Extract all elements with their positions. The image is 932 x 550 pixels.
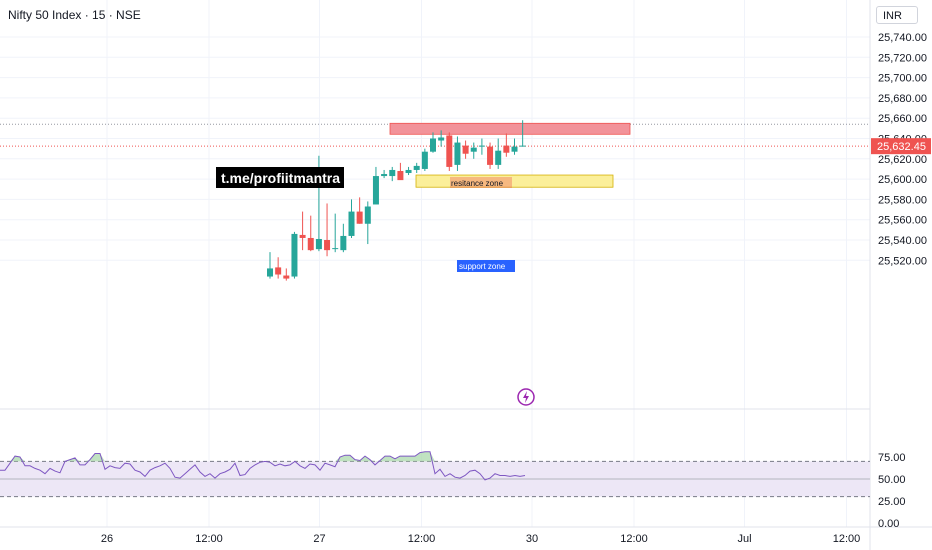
candle-body — [356, 211, 363, 224]
rsi-tick-label: 0.00 — [878, 518, 899, 530]
price-tick-label: 25,600.00 — [878, 174, 927, 186]
candle-body — [430, 138, 436, 152]
support-label-bg — [457, 260, 515, 272]
resistance-label: resitance zone — [451, 179, 504, 188]
time-tick-label: 26 — [101, 533, 113, 545]
candle-body — [389, 169, 396, 177]
chart-title: Nifty 50 Index · 15 · NSE — [8, 8, 141, 22]
support-label: support zone — [459, 262, 506, 271]
candle-body — [372, 176, 379, 205]
candle-body — [381, 174, 388, 177]
time-axis: 26 12:00 27 12:00 30 12:00 Jul 12:00 — [101, 533, 860, 545]
support-zone — [415, 174, 614, 188]
time-tick-label: 12:00 — [620, 533, 648, 545]
candle-body — [291, 233, 298, 277]
candle-body — [348, 211, 355, 236]
candle-body — [519, 145, 526, 147]
zones — [389, 122, 631, 188]
candle-body — [462, 145, 469, 154]
last-price-label: 25,632.45 — [877, 141, 926, 153]
resistance-zone — [389, 122, 631, 135]
telegram-label: t.me/profiitmantra — [221, 170, 340, 186]
candle-body — [454, 142, 461, 165]
rsi-tick-label: 25.00 — [878, 496, 906, 508]
price-tick-label: 25,580.00 — [878, 194, 927, 206]
time-tick-label: Jul — [737, 533, 751, 545]
price-tick-label: 25,700.00 — [878, 73, 927, 85]
candle-body — [421, 151, 428, 169]
price-axis: 25,520.00 25,540.00 25,560.00 25,580.00 25,6… — [871, 32, 931, 267]
candle-body — [413, 165, 420, 170]
resistance-label-bg — [450, 177, 512, 188]
candle-body — [332, 248, 339, 250]
candle-body — [364, 206, 371, 224]
candle-body — [446, 135, 453, 167]
time-tick-label: 12:00 — [833, 533, 861, 545]
annotations: t.me/profiitmantra resitance zone support … — [216, 167, 535, 406]
candle-body — [307, 237, 314, 251]
time-tick-label: 27 — [313, 533, 325, 545]
candle-body — [315, 238, 322, 250]
flash-icon-bolt — [523, 391, 529, 403]
price-tick-label: 25,560.00 — [878, 215, 927, 227]
rsi-axis: 0.00 25.00 50.00 75.00 — [878, 452, 906, 530]
price-tick-label: 25,680.00 — [878, 93, 927, 105]
candle-body — [503, 145, 510, 153]
candle-body — [511, 146, 518, 152]
candle-body — [495, 150, 502, 165]
price-tick-label: 25,720.00 — [878, 52, 927, 64]
last-price-tag — [871, 138, 931, 155]
price-tick-label: 25,660.00 — [878, 113, 927, 125]
time-tick-label: 12:00 — [408, 533, 436, 545]
candle-body — [405, 169, 412, 174]
time-tick-label: 12:00 — [195, 533, 223, 545]
candle-body — [324, 240, 331, 251]
currency-selector[interactable]: INR — [876, 6, 918, 24]
rsi-line — [0, 451, 526, 481]
candle-body — [283, 275, 290, 279]
candle-body — [267, 268, 273, 277]
rsi-pane — [0, 451, 870, 498]
rsi-tick-label: 50.00 — [878, 474, 906, 486]
candle-body — [478, 145, 485, 147]
price-tick-label: 25,620.00 — [878, 154, 927, 166]
candle-body — [275, 267, 282, 275]
price-tick-label: 25,540.00 — [878, 235, 927, 247]
candle-body — [299, 234, 306, 238]
candle-body — [438, 137, 445, 141]
price-tick-label: 25,740.00 — [878, 32, 927, 44]
telegram-label-bg — [216, 167, 344, 188]
price-tick-label: 25,520.00 — [878, 255, 927, 267]
candle-body — [487, 146, 494, 165]
time-tick-label: 30 — [526, 533, 538, 545]
rsi-overbought-fill — [0, 451, 525, 462]
candle-body — [340, 235, 347, 251]
rsi-tick-label: 75.00 — [878, 452, 906, 464]
candle-body — [470, 147, 477, 152]
candle-body — [397, 170, 404, 181]
candles — [267, 120, 526, 281]
